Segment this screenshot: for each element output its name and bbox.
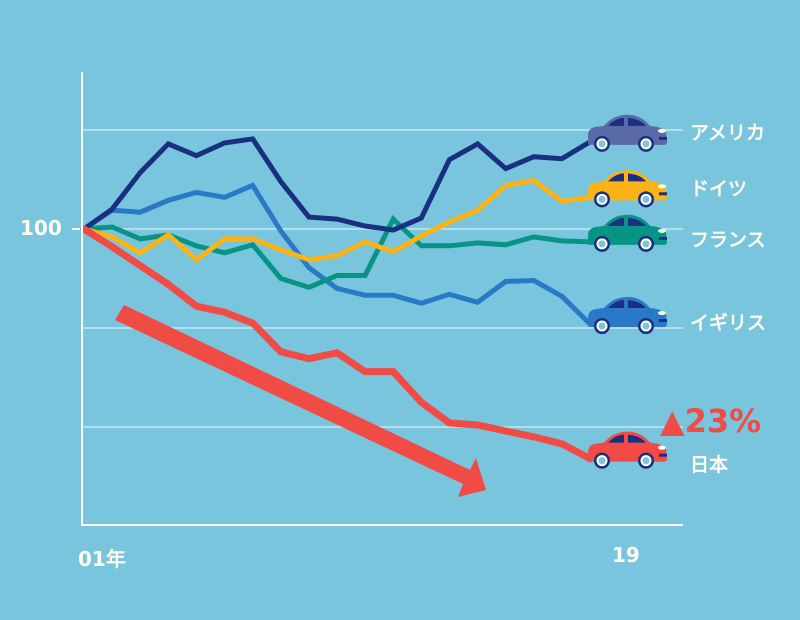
car-icon-2 [588, 214, 667, 252]
y-tick-label-100: 100 [20, 216, 62, 240]
series-line-0 [81, 136, 593, 233]
japan-decline-annotation: ▲23% [660, 402, 762, 440]
car-icon-3 [588, 296, 667, 335]
legend-label-germany: ドイツ [690, 178, 748, 200]
legend-label-america: アメリカ [690, 122, 766, 144]
x-tick-label-end: 19 [612, 543, 640, 567]
car-icon-4 [588, 431, 667, 469]
series-line-4 [80, 225, 594, 463]
car-icon-0 [588, 114, 667, 152]
series-line-3 [81, 182, 593, 327]
legend-label-japan: 日本 [690, 454, 729, 476]
car-icons [588, 114, 667, 469]
trend-arrow [115, 305, 486, 497]
series-lines [80, 136, 594, 463]
gridlines [83, 129, 683, 428]
x-tick-label-start: 01年 [78, 547, 126, 571]
trend-arrow-shape [115, 305, 486, 497]
legend-label-uk: イギリス [690, 312, 767, 334]
legend-label-france: フランス [690, 229, 766, 251]
car-icon-1 [588, 170, 667, 208]
series-line-1 [81, 177, 593, 263]
